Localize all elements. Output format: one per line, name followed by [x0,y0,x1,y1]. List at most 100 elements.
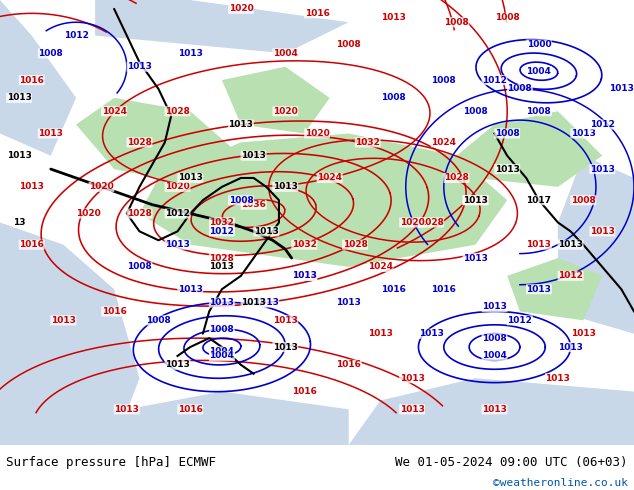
Polygon shape [222,67,330,133]
Text: 1012: 1012 [507,316,533,325]
Text: 1008: 1008 [336,40,361,49]
Text: We 01-05-2024 09:00 UTC (06+03): We 01-05-2024 09:00 UTC (06+03) [395,457,628,469]
Polygon shape [95,0,349,53]
Text: 1028: 1028 [165,107,190,116]
Text: 1013: 1013 [526,285,552,294]
Text: 1016: 1016 [19,75,44,85]
Text: 1013: 1013 [241,298,266,307]
Text: 1028: 1028 [444,173,469,182]
Text: 1008: 1008 [507,84,533,94]
Text: 1013: 1013 [482,405,507,414]
Text: 1013: 1013 [590,165,615,173]
Text: 1013: 1013 [380,13,406,23]
Text: 1013: 1013 [228,120,254,129]
Polygon shape [0,222,139,445]
Text: 1012: 1012 [590,120,615,129]
Text: 1008: 1008 [444,18,469,27]
Text: 1004: 1004 [209,347,235,356]
Text: 1020: 1020 [89,182,114,192]
Text: 1016: 1016 [19,240,44,249]
Text: 1013: 1013 [165,240,190,249]
Text: 1016: 1016 [380,285,406,294]
Text: 1013: 1013 [178,285,203,294]
Polygon shape [0,0,76,156]
Text: 1013: 1013 [571,329,596,338]
Polygon shape [349,378,634,445]
Text: 1013: 1013 [19,182,44,192]
Text: 13: 13 [13,218,25,227]
Text: 1017: 1017 [526,196,552,205]
Text: 1008: 1008 [146,316,171,325]
Text: 1028: 1028 [209,253,235,263]
Text: 1012: 1012 [165,209,190,218]
Text: 1016: 1016 [178,405,203,414]
Text: 1008: 1008 [482,334,507,343]
Text: 1013: 1013 [6,151,32,160]
Text: 1020: 1020 [399,218,425,227]
Text: 1013: 1013 [273,182,298,192]
Text: 1024: 1024 [101,107,127,116]
Text: 1012: 1012 [63,31,89,40]
Text: 1004: 1004 [526,67,552,75]
Polygon shape [456,111,602,187]
Text: 1012: 1012 [558,271,583,280]
Text: 1008: 1008 [228,196,254,205]
Text: ©weatheronline.co.uk: ©weatheronline.co.uk [493,478,628,488]
Text: 1032: 1032 [209,218,235,227]
Polygon shape [95,392,349,445]
Text: 1020: 1020 [273,107,298,116]
Text: 1004: 1004 [482,351,507,361]
Polygon shape [76,98,241,187]
Text: 1004: 1004 [273,49,298,58]
Text: 1024: 1024 [463,196,488,205]
Text: 1004: 1004 [209,351,235,361]
Text: 1013: 1013 [178,173,203,182]
Text: 1020: 1020 [304,129,330,138]
Text: 1016: 1016 [292,387,317,396]
Text: 1024: 1024 [368,263,393,271]
Text: 1013: 1013 [482,302,507,312]
Text: 1013: 1013 [590,227,615,236]
Text: 1013: 1013 [6,94,32,102]
Text: 1013: 1013 [114,405,139,414]
Text: 1013: 1013 [241,151,266,160]
Text: 1028: 1028 [127,138,152,147]
Text: 1028: 1028 [342,240,368,249]
Text: 1013: 1013 [38,129,63,138]
Text: 1013: 1013 [545,374,571,383]
Text: 1008: 1008 [38,49,63,58]
Text: 1013: 1013 [558,343,583,351]
Text: 1013: 1013 [336,298,361,307]
Text: 1028: 1028 [127,209,152,218]
Text: 1008: 1008 [526,107,552,116]
Text: 1008: 1008 [571,196,596,205]
Text: 1013: 1013 [463,253,488,263]
Text: 1008: 1008 [463,107,488,116]
Text: 1024: 1024 [431,138,456,147]
Text: 1008: 1008 [127,263,152,271]
Text: 1013: 1013 [418,329,444,338]
Polygon shape [507,258,602,320]
Text: 1013: 1013 [609,84,634,94]
Text: 1016: 1016 [336,360,361,369]
Text: 1020: 1020 [76,209,101,218]
Text: 1008: 1008 [495,129,520,138]
Polygon shape [139,133,507,267]
Text: 1024: 1024 [317,173,342,182]
Text: 1013: 1013 [571,129,596,138]
Text: 1008: 1008 [380,94,406,102]
Text: 1000: 1000 [527,40,551,49]
Text: 1036: 1036 [241,200,266,209]
Text: 1008: 1008 [495,13,520,23]
Text: 1013: 1013 [254,298,279,307]
Text: 1016: 1016 [431,285,456,294]
Text: 1013: 1013 [526,240,552,249]
Text: 1013: 1013 [368,329,393,338]
Text: 1013: 1013 [51,316,76,325]
Text: 1013: 1013 [495,165,520,173]
Text: 1013: 1013 [209,298,235,307]
Text: 1013: 1013 [399,374,425,383]
Text: 1008: 1008 [431,75,456,85]
Text: 1032: 1032 [292,240,317,249]
Text: 1008: 1008 [209,325,235,334]
